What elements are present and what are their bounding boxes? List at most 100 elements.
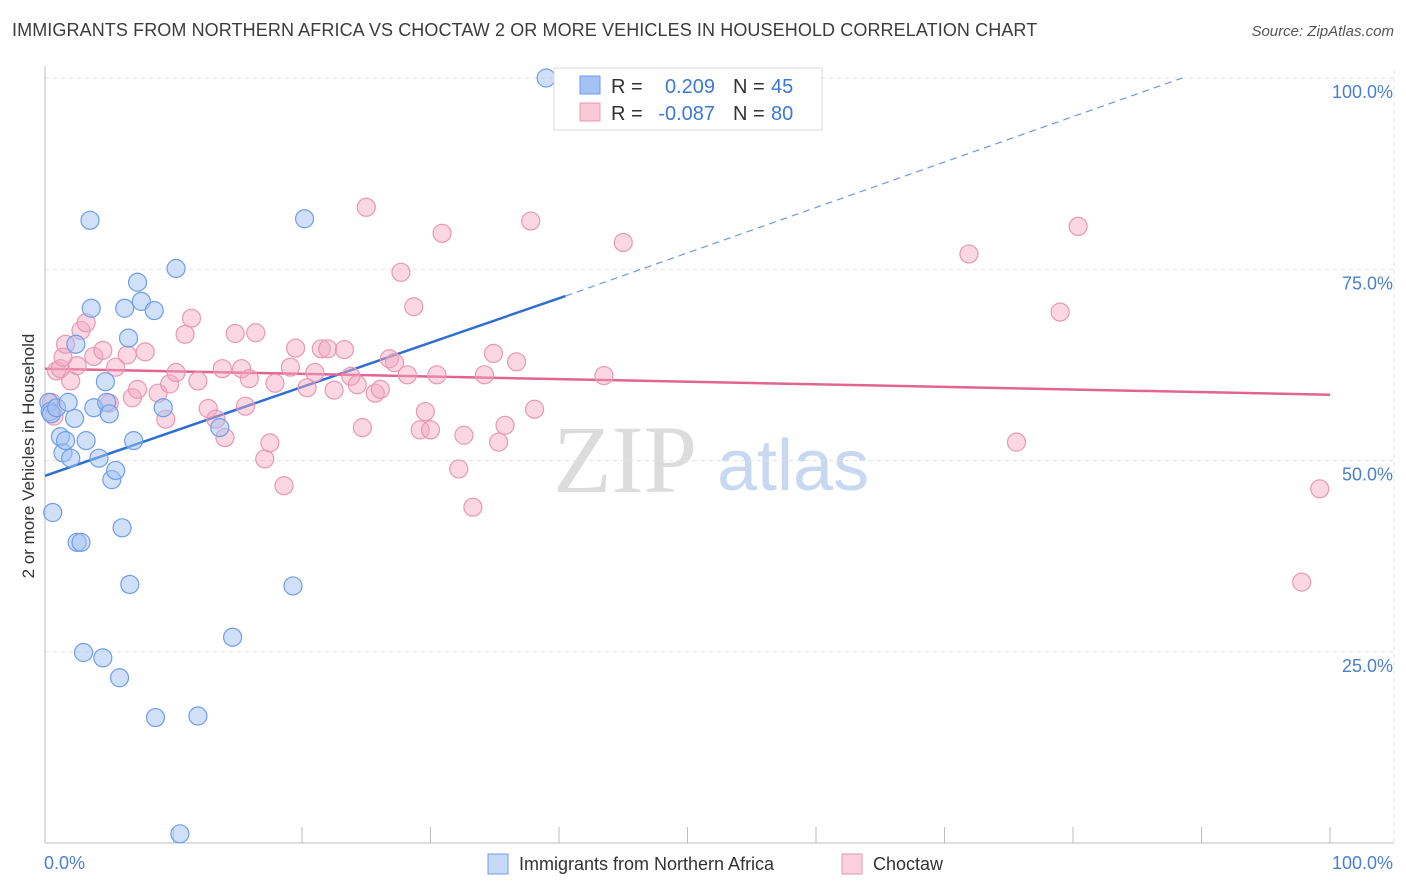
y-tick-label: 50.0% xyxy=(1342,465,1393,485)
data-point-northern-africa xyxy=(93,648,113,668)
data-point-northern-africa xyxy=(80,210,100,230)
stats-n-value-2: 80 xyxy=(771,103,793,125)
data-point-northern-africa xyxy=(127,272,148,292)
data-point-northern-africa xyxy=(66,334,86,354)
data-point-northern-africa xyxy=(144,300,164,321)
data-point-choctaw xyxy=(410,420,430,440)
data-point-choctaw xyxy=(521,211,541,231)
data-point-choctaw xyxy=(356,197,376,217)
stats-box: R = 0.209 N = 45 R = -0.087 N = 80 xyxy=(553,67,823,131)
data-point-choctaw xyxy=(324,380,344,400)
data-point-choctaw xyxy=(305,362,325,383)
legend-swatch-choctaw xyxy=(841,853,863,875)
data-point-northern-africa xyxy=(109,668,130,688)
data-point-northern-africa xyxy=(99,404,119,424)
data-point-northern-africa xyxy=(115,298,135,318)
trendline-choctaw xyxy=(44,367,1331,396)
data-point-northern-africa xyxy=(73,642,94,663)
data-point-choctaw xyxy=(365,383,385,403)
data-point-choctaw xyxy=(449,459,469,479)
data-point-northern-africa xyxy=(124,431,144,451)
data-point-northern-africa xyxy=(61,448,81,468)
data-point-choctaw xyxy=(463,497,483,517)
data-point-choctaw xyxy=(280,357,301,377)
data-point-northern-africa xyxy=(81,298,101,318)
data-point-northern-africa xyxy=(112,518,132,538)
x-tick-label: 0.0% xyxy=(44,853,85,873)
data-point-choctaw xyxy=(274,476,294,496)
data-point-choctaw xyxy=(474,365,495,385)
data-point-choctaw xyxy=(1310,479,1330,499)
data-point-choctaw xyxy=(495,415,515,435)
data-point-choctaw xyxy=(106,357,126,377)
data-point-choctaw xyxy=(212,359,232,379)
data-point-choctaw xyxy=(1006,432,1027,452)
data-point-choctaw xyxy=(166,362,186,383)
data-point-choctaw xyxy=(255,449,275,469)
data-point-choctaw xyxy=(524,399,545,419)
y-axis-label: 2 or more Vehicles in Household xyxy=(19,334,38,579)
points-northern-africa xyxy=(39,68,556,844)
data-point-northern-africa xyxy=(58,392,78,412)
data-point-choctaw xyxy=(352,418,372,438)
data-point-choctaw xyxy=(379,349,399,369)
data-point-northern-africa xyxy=(166,258,186,279)
data-point-northern-africa xyxy=(120,574,140,595)
watermark: ZIP atlas xyxy=(553,406,869,513)
data-point-choctaw xyxy=(432,223,452,243)
data-point-northern-africa xyxy=(55,431,76,451)
data-point-northern-africa xyxy=(89,448,109,468)
data-point-choctaw xyxy=(127,379,148,399)
stats-n-value-1: 45 xyxy=(771,76,793,98)
data-point-choctaw xyxy=(117,345,137,365)
y-tick-label: 100.0% xyxy=(1332,82,1393,102)
data-point-northern-africa xyxy=(43,502,63,523)
data-point-choctaw xyxy=(50,359,71,379)
data-point-choctaw xyxy=(347,375,367,395)
data-point-choctaw xyxy=(415,401,435,422)
data-point-choctaw xyxy=(454,425,474,445)
source-credit: Source: ZipAtlas.com xyxy=(1251,23,1394,40)
data-point-choctaw xyxy=(959,244,979,264)
data-point-northern-africa xyxy=(118,328,139,348)
axes xyxy=(44,66,1394,844)
data-point-northern-africa xyxy=(95,372,115,392)
trendline-dashed xyxy=(565,77,1183,297)
y-tick-label: 25.0% xyxy=(1342,656,1393,676)
data-point-northern-africa xyxy=(188,706,208,726)
legend-label-choctaw: Choctaw xyxy=(873,854,944,874)
data-point-choctaw xyxy=(311,339,331,359)
data-point-choctaw xyxy=(246,323,266,343)
watermark-atlas: atlas xyxy=(717,426,869,506)
data-point-choctaw xyxy=(93,340,113,360)
stats-n-label-1: N = xyxy=(733,76,765,98)
data-point-choctaw xyxy=(232,359,252,379)
data-point-northern-africa xyxy=(71,532,91,552)
stats-r-label-2: R = xyxy=(611,103,643,125)
data-point-choctaw xyxy=(334,339,355,360)
data-point-choctaw xyxy=(239,369,259,389)
data-point-choctaw xyxy=(265,373,285,393)
stats-n-label-2: N = xyxy=(733,103,765,125)
data-point-choctaw xyxy=(188,371,208,391)
data-point-choctaw xyxy=(404,297,424,317)
data-point-choctaw xyxy=(67,356,87,376)
watermark-zip: ZIP xyxy=(553,406,697,513)
data-point-choctaw xyxy=(175,324,195,344)
data-point-choctaw xyxy=(160,374,180,394)
data-point-choctaw xyxy=(489,432,509,452)
data-point-northern-africa xyxy=(210,418,230,438)
stats-swatch-choctaw xyxy=(579,102,601,122)
data-point-northern-africa xyxy=(283,576,303,596)
legend-label-northern-africa: Immigrants from Northern Africa xyxy=(519,854,775,874)
data-point-choctaw xyxy=(1050,302,1070,322)
trendline-solid xyxy=(44,367,1331,396)
chart-title: IMMIGRANTS FROM NORTHERN AFRICA VS CHOCT… xyxy=(12,20,1038,40)
data-point-choctaw xyxy=(427,365,447,385)
stats-swatch-northern-africa xyxy=(579,75,601,95)
data-point-choctaw xyxy=(397,365,417,385)
stats-r-label-1: R = xyxy=(611,76,643,98)
data-point-choctaw xyxy=(297,378,317,398)
data-point-choctaw xyxy=(384,352,405,373)
